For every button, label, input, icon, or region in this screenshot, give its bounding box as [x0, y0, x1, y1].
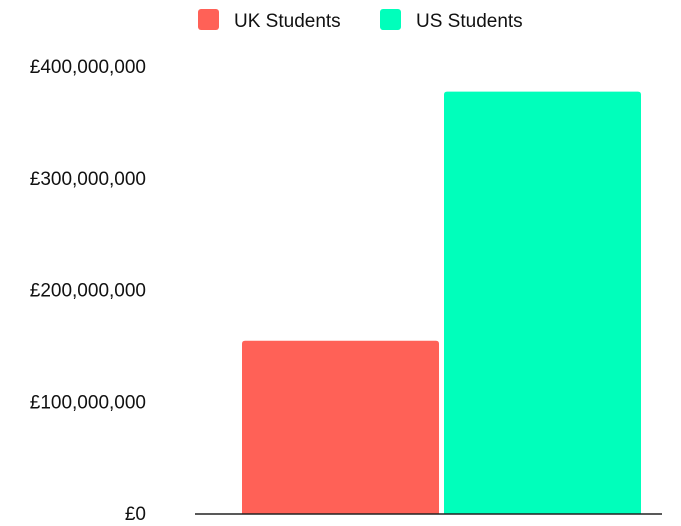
y-tick-label: £300,000,000 — [30, 169, 146, 190]
legend-label: UK Students — [234, 11, 341, 32]
y-tick-label: £400,000,000 — [30, 57, 146, 78]
legend-swatch — [198, 9, 219, 30]
y-axis: £0 £100,000,000 £200,000,000 £300,000,000 £4… — [30, 57, 146, 525]
y-tick-label: £200,000,000 — [30, 281, 146, 302]
y-tick-label: £0 — [125, 504, 146, 525]
y-tick-label: £100,000,000 — [30, 392, 146, 413]
bar-uk-students — [242, 340, 439, 514]
legend-swatch — [380, 9, 401, 30]
bar-us-students — [444, 91, 641, 515]
legend: UK Students US Students — [198, 9, 523, 32]
bars — [242, 91, 641, 515]
legend-label: US Students — [416, 11, 523, 32]
